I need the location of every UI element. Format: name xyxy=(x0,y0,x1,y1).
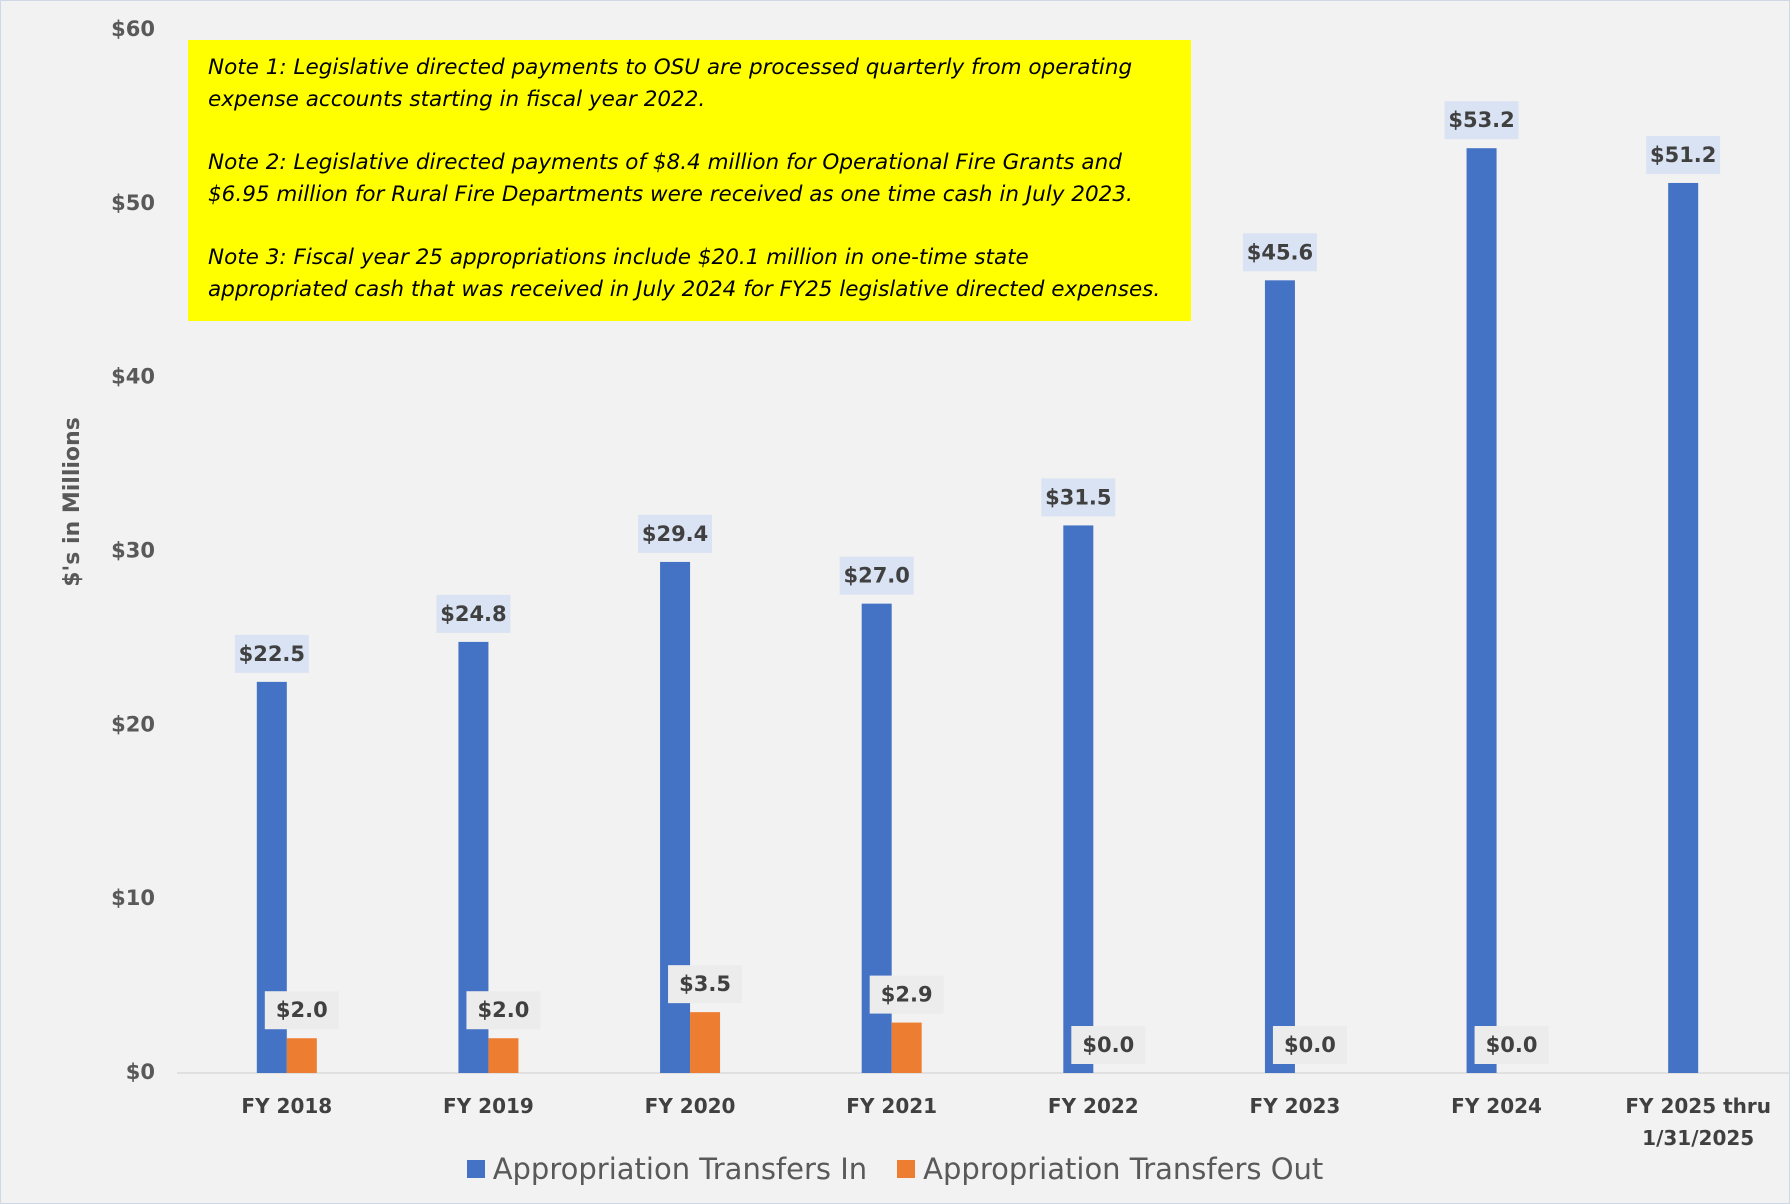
x-tick-label: FY 2025 thru 1/31/2025 xyxy=(1625,1094,1771,1150)
bar xyxy=(1668,182,1699,1073)
y-tick-label: $0 xyxy=(126,1060,155,1084)
x-tick-label: FY 2023 xyxy=(1249,1094,1341,1118)
x-tick-label: FY 2021 xyxy=(846,1094,938,1118)
data-label-text: $27.0 xyxy=(843,564,909,588)
note: Note 1: Legislative directed payments to… xyxy=(208,55,1133,112)
legend-label: Appropriation Transfers In xyxy=(492,1152,868,1186)
data-label: $22.5 xyxy=(234,634,309,673)
y-tick-label: $40 xyxy=(111,365,155,389)
bar xyxy=(690,1012,721,1073)
x-tick-label: FY 2018 xyxy=(241,1094,333,1118)
y-tick-label: $60 xyxy=(111,17,155,41)
data-label-bg xyxy=(436,594,511,633)
x-tick-label: FY 2024 xyxy=(1451,1094,1542,1118)
data-label-text: $2.0 xyxy=(276,998,328,1022)
data-label-text: $0.0 xyxy=(1486,1033,1538,1057)
data-label: $3.5 xyxy=(668,965,743,1004)
data-label-text: $31.5 xyxy=(1045,485,1111,509)
data-label: $0.0 xyxy=(1474,1026,1549,1064)
data-label-bg xyxy=(668,965,743,1004)
data-label-text: $53.2 xyxy=(1448,108,1514,132)
data-label-text: $24.8 xyxy=(440,602,506,626)
data-label-bg xyxy=(1646,135,1721,174)
data-label: $24.8 xyxy=(436,594,511,633)
data-label-bg xyxy=(638,514,713,553)
data-label-bg xyxy=(1444,101,1519,140)
data-label: $2.9 xyxy=(869,975,944,1014)
data-label-text: $51.2 xyxy=(1650,143,1716,167)
data-label-bg xyxy=(839,556,914,595)
data-label: $53.2 xyxy=(1444,101,1519,140)
y-tick-label: $50 xyxy=(111,191,155,215)
data-label-bg xyxy=(264,991,339,1030)
note: Note 2: Legislative directed payments of… xyxy=(208,150,1133,207)
data-label-bg xyxy=(869,975,944,1014)
y-tick-label: $20 xyxy=(111,712,155,736)
data-label-text: $0.0 xyxy=(1082,1033,1134,1057)
y-tick-label: $10 xyxy=(111,886,155,910)
legend-label: Appropriation Transfers Out xyxy=(923,1152,1324,1186)
x-tick-label: FY 2022 xyxy=(1047,1094,1139,1118)
y-tick-label: $30 xyxy=(111,539,155,563)
data-label-text: $2.0 xyxy=(478,998,530,1022)
data-label: $27.0 xyxy=(839,556,914,595)
data-label-text: $22.5 xyxy=(239,642,305,666)
data-label-text: $45.6 xyxy=(1247,240,1313,264)
bar xyxy=(488,1038,519,1073)
data-label: $2.0 xyxy=(466,991,541,1030)
data-label: $0.0 xyxy=(1071,1026,1146,1064)
data-label-text: $0.0 xyxy=(1284,1033,1336,1057)
data-label: $45.6 xyxy=(1242,233,1317,272)
bar xyxy=(1264,280,1295,1073)
bar xyxy=(1063,525,1094,1073)
data-label-bg xyxy=(1071,1026,1146,1064)
data-label-bg xyxy=(466,991,541,1030)
legend-swatch xyxy=(897,1160,916,1178)
data-label: $29.4 xyxy=(638,514,713,553)
data-label: $51.2 xyxy=(1646,135,1721,174)
data-label: $31.5 xyxy=(1041,478,1116,517)
note: Note 3: Fiscal year 25 appropriations in… xyxy=(208,245,1161,302)
data-label: $2.0 xyxy=(264,991,339,1030)
bar xyxy=(1466,148,1497,1073)
legend: Appropriation Transfers In Appropriation … xyxy=(0,1152,1790,1186)
legend-swatch xyxy=(466,1160,485,1178)
data-label-bg xyxy=(1242,233,1317,272)
x-tick-label: FY 2020 xyxy=(644,1094,736,1118)
legend-item: Appropriation Transfers In xyxy=(466,1152,868,1186)
data-label-bg xyxy=(1474,1026,1549,1064)
data-label-bg xyxy=(234,634,309,673)
x-tick-label: FY 2019 xyxy=(443,1094,534,1118)
note-box: Note 1: Legislative directed payments to… xyxy=(188,40,1191,321)
legend-item: Appropriation Transfers Out xyxy=(897,1152,1323,1186)
bar xyxy=(286,1038,317,1073)
data-label-text: $29.4 xyxy=(642,522,708,546)
data-label-bg xyxy=(1041,478,1116,517)
data-label-bg xyxy=(1272,1026,1347,1064)
data-label: $0.0 xyxy=(1272,1026,1347,1064)
y-axis-label: $'s in Millions xyxy=(60,417,85,587)
data-label-text: $3.5 xyxy=(679,972,731,996)
data-label-text: $2.9 xyxy=(881,983,933,1007)
bar xyxy=(891,1022,922,1073)
